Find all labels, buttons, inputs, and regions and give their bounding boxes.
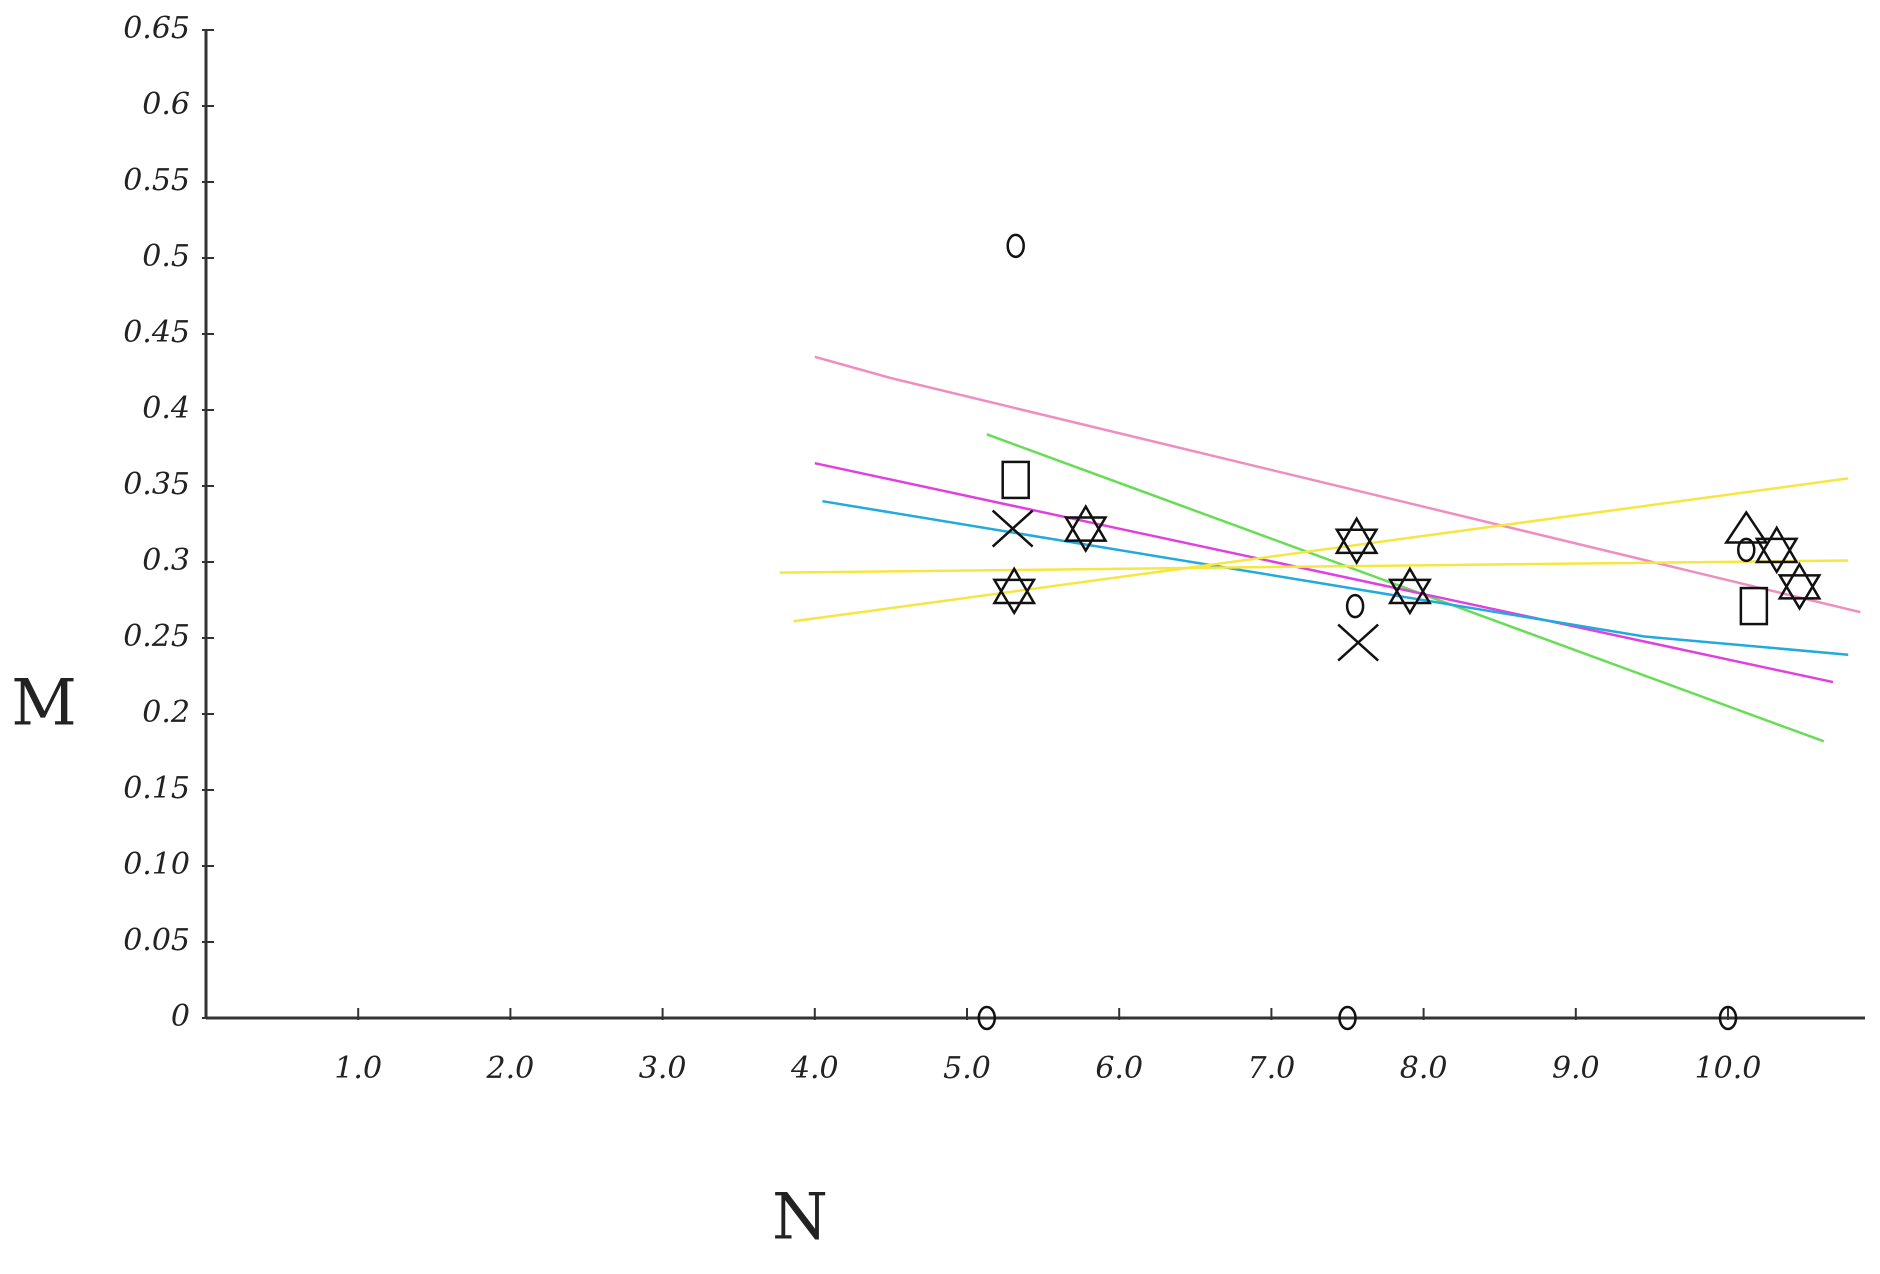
y-tick-label: 0.35 [123,467,190,502]
point-star [1757,528,1797,572]
trend-line [815,357,1861,612]
x-axis-label: N [772,1181,828,1255]
x-tick-label: 2.0 [486,1051,535,1086]
x-tick-label: 4.0 [790,1051,839,1086]
y-tick-label: 0.2 [142,695,190,730]
trend-line [822,501,1848,655]
point-square [1741,588,1767,624]
x-tick-label: 5.0 [943,1051,991,1086]
y-tick-label: 0.3 [142,543,190,578]
y-tick-label: 0.25 [123,619,190,654]
chart: M N 0 0.05 0.10 0.15 0.2 0.25 0.3 0.35 0.4 0.45 0.… [0,0,1880,1274]
y-tick-label: 0.15 [123,771,190,806]
x-tick-label: 3.0 [639,1051,687,1086]
y-tick-label: 0.6 [142,87,190,122]
y-tick-label: 0.45 [123,315,190,350]
y-tick-label: 0.05 [123,923,190,958]
point-square [1003,462,1029,498]
x-tick-label: 6.0 [1095,1051,1143,1086]
y-tick-label: 0.10 [123,847,190,882]
y-axis-label: M [11,667,77,741]
y-tick-label: 0 [171,999,190,1034]
trend-line [815,463,1833,682]
y-tick-label: 0.4 [142,391,190,426]
y-tick-label: 0.65 [123,11,190,46]
point-star [1337,519,1377,563]
y-tick-label: 0.5 [142,239,190,274]
trend-line [793,478,1848,621]
point-circle [1347,595,1363,617]
x-tick-label: 1.0 [334,1051,382,1086]
page: M N 0 0.05 0.10 0.15 0.2 0.25 0.3 0.35 0.4 0.45 0.… [0,0,1880,1274]
trend-line [987,434,1824,741]
point-circle [1008,235,1024,257]
x-tick-label: 9.0 [1552,1051,1600,1086]
x-tick-label: 10.0 [1695,1051,1762,1086]
point-cross [1338,625,1378,661]
y-tick-label: 0.55 [123,163,190,198]
x-tick-label: 8.0 [1400,1051,1448,1086]
point-cross [993,511,1033,547]
x-tick-label: 7.0 [1248,1051,1296,1086]
